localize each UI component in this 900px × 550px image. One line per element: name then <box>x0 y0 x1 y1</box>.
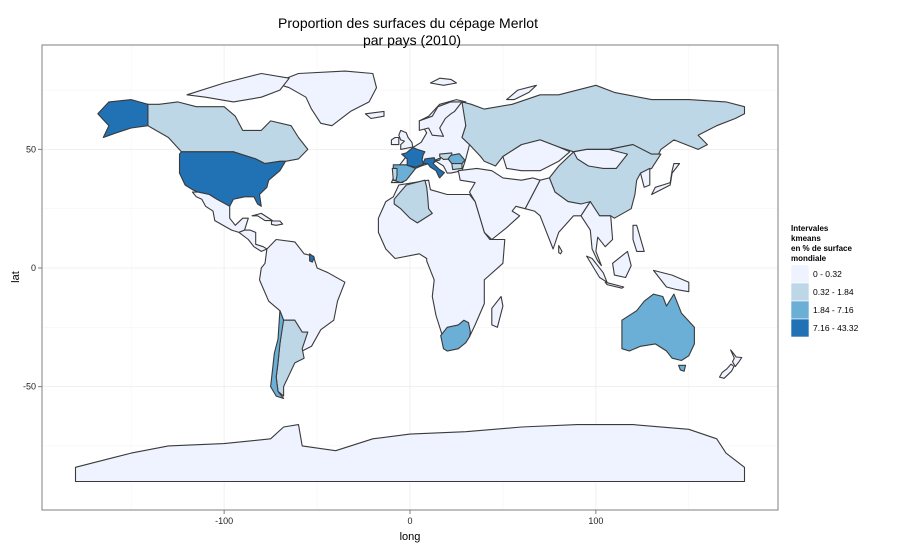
southeast-asia-region <box>580 201 614 267</box>
kazakhstan-region <box>502 139 571 172</box>
sri-lanka-region <box>558 244 563 255</box>
slovenia-region <box>434 157 442 162</box>
novaya-zemlya-region <box>506 84 537 101</box>
madagascar-region <box>491 295 504 328</box>
uk-region <box>398 129 414 150</box>
australia-region <box>621 293 695 362</box>
mexico-region <box>191 191 249 233</box>
legend-swatch <box>790 264 810 284</box>
canada-arctic-islands <box>186 72 290 103</box>
new-zealand-north-region <box>730 349 743 368</box>
country-layer <box>74 70 746 483</box>
x-tick-label: 100 <box>588 516 603 526</box>
africa-region <box>377 179 506 352</box>
legend-label: 0 - 0.32 <box>813 269 842 279</box>
greenland-region <box>273 70 378 127</box>
mongolia-region <box>573 148 629 169</box>
legend-title-line: en % de surface <box>791 244 852 253</box>
legend-label: 0.32 - 1.84 <box>813 287 854 297</box>
hispaniola-region <box>270 220 284 226</box>
chile-region <box>270 310 285 400</box>
french-guiana-region <box>309 253 315 263</box>
algeria-region <box>393 179 433 224</box>
middle-east-region <box>457 167 541 241</box>
philippines-region <box>632 224 645 252</box>
y-tick-label: -50 <box>23 382 36 392</box>
y-tick-label: 50 <box>26 144 36 154</box>
legend-title-line: Intervales <box>791 224 829 233</box>
japan-region <box>651 163 681 196</box>
legend-title-line: mondiale <box>791 254 827 263</box>
new-zealand-south-region <box>718 363 735 379</box>
scandinavia-region <box>418 101 463 137</box>
korea-region <box>639 167 651 188</box>
south-africa-region <box>440 319 471 352</box>
indonesia-sumatra-region <box>586 255 608 283</box>
y-tick-label: 0 <box>31 263 36 273</box>
italy-region <box>422 157 445 179</box>
new-guinea-region <box>652 269 690 293</box>
x-tick-label: 0 <box>407 516 412 526</box>
legend-title-line: kmeans <box>791 234 821 243</box>
axes: -100 0 100 50 0 -50 <box>23 144 603 526</box>
alaska-region <box>97 99 149 139</box>
legend-swatch <box>790 300 810 320</box>
tasmania-region <box>678 364 687 372</box>
central-america-region <box>238 229 268 252</box>
ireland-region <box>390 136 400 146</box>
south-america-region <box>258 238 346 352</box>
indonesia-java-region <box>604 281 625 289</box>
legend: Intervales kmeans en % de surface mondia… <box>790 224 859 338</box>
x-tick-label: -100 <box>215 516 233 526</box>
legend-label: 7.16 - 43.32 <box>813 323 859 333</box>
legend-swatch <box>790 282 810 302</box>
x-axis-label: long <box>400 531 421 543</box>
portugal-region <box>391 167 398 181</box>
svalbard-region <box>429 77 458 86</box>
chart-title-line2: par pays (2010) <box>363 32 461 48</box>
legend-swatch <box>790 318 810 338</box>
antarctica-region <box>74 424 746 483</box>
legend-label: 1.84 - 7.16 <box>813 305 854 315</box>
bulgaria-region <box>451 163 463 171</box>
chart-title-line1: Proportion des surfaces du cépage Merlot <box>278 15 538 31</box>
y-axis-label: lat <box>10 271 22 283</box>
cuba-region <box>251 212 274 222</box>
iceland-region <box>364 110 385 120</box>
russia-region <box>461 84 746 169</box>
borneo-region <box>612 250 632 279</box>
france-region <box>401 146 426 168</box>
